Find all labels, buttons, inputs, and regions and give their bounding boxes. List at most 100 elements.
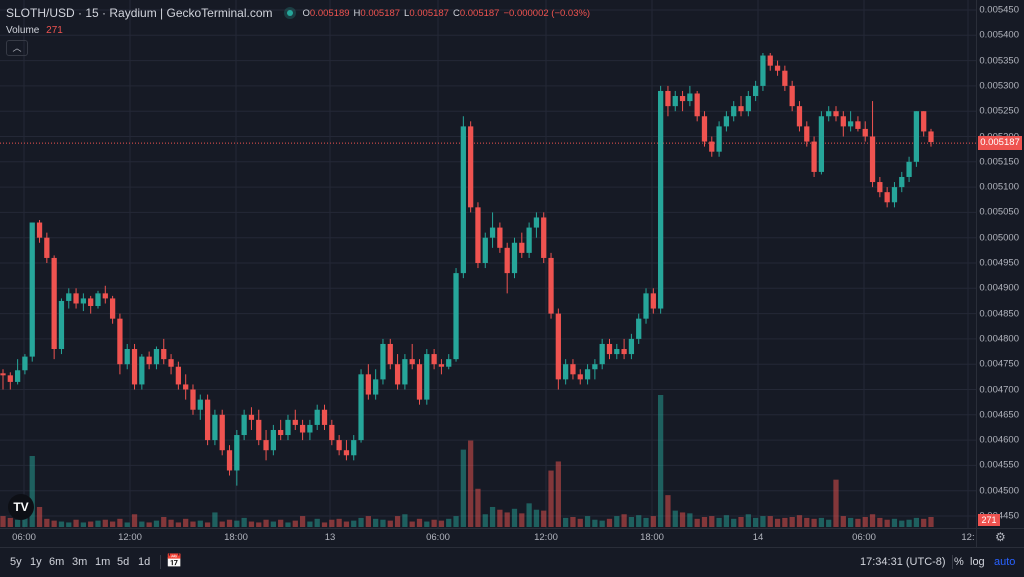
symbol-line: SLOTH/USD · 15 · Raydium | GeckoTerminal… — [6, 6, 594, 20]
candle-body — [7, 375, 13, 382]
range-5d-button[interactable]: 5d — [117, 556, 130, 568]
candle-body — [321, 409, 328, 425]
price-tick: 0.004800 — [979, 333, 1019, 345]
price-tick: 0.005050 — [979, 206, 1019, 218]
volume-bar — [153, 520, 160, 527]
volume-bar — [7, 517, 13, 527]
volume-bar — [497, 509, 503, 527]
time-tick: 06:00 — [426, 532, 450, 543]
volume-bar — [563, 517, 569, 527]
low-value: 0.005187 — [409, 7, 449, 19]
candle-body — [263, 440, 269, 451]
candle-body — [796, 106, 803, 127]
candle-body — [592, 364, 598, 370]
volume-bar — [774, 518, 781, 527]
collapse-legend-button[interactable]: ︿ — [6, 40, 28, 56]
change-value: −0.000002 (−0.03%) — [503, 7, 591, 19]
volume-bar — [650, 516, 656, 527]
price-tick: 0.004700 — [979, 384, 1019, 395]
time-axis[interactable]: 06:00 12:00 18:00 13 06:00 12:00 18:00 14 06:00 1… — [0, 528, 976, 547]
volume-bar — [672, 510, 678, 527]
volume-bar — [351, 520, 357, 527]
high-value: 0.005187 — [360, 7, 401, 19]
candle-body — [658, 90, 664, 309]
candle-body — [219, 414, 225, 451]
candle-body — [373, 379, 379, 395]
candle-body — [88, 298, 94, 307]
price-tick: 0.004750 — [979, 358, 1019, 370]
volume-bar — [468, 440, 474, 527]
candle-body — [650, 293, 656, 309]
volume-bar — [438, 520, 445, 527]
candle-body — [782, 70, 788, 86]
time-tick: 12: — [961, 532, 975, 543]
volume-bar — [66, 522, 72, 527]
candle-body — [241, 414, 247, 436]
symbol-title[interactable]: SLOTH/USD · 15 · Raydium | GeckoTerminal… — [6, 6, 273, 20]
volume-bar — [906, 519, 912, 527]
candle-body — [402, 359, 408, 385]
range-1y-button[interactable]: 1y — [30, 556, 42, 568]
volume-bar — [175, 522, 182, 527]
time-tick: 14 — [752, 532, 764, 543]
price-tick: 0.004650 — [979, 409, 1019, 421]
volume-bar — [840, 516, 846, 527]
candle-body — [212, 414, 218, 441]
volume-bar — [789, 516, 795, 527]
volume-bar — [416, 518, 423, 527]
price-tick: 0.004850 — [979, 308, 1019, 320]
candle-body — [489, 227, 496, 238]
candle-body — [833, 111, 839, 117]
volume-bar — [716, 517, 722, 527]
chevron-up-icon: ︿ — [12, 43, 22, 53]
time-tick: 18:00 — [640, 532, 664, 543]
clock[interactable]: 17:34:31 (UTC-8) — [860, 556, 946, 568]
volume-label[interactable]: Volume — [6, 25, 40, 36]
volume-bar — [446, 518, 452, 527]
range-3m-button[interactable]: 3m — [72, 556, 88, 568]
price-scale[interactable]: 0.005450 0.005400 0.005350 0.005300 0.005250… — [976, 0, 1024, 528]
toolbar-divider — [160, 555, 161, 569]
range-5y-button[interactable]: 5y — [10, 556, 22, 568]
candlestick-chart[interactable] — [0, 0, 976, 528]
range-1m-button[interactable]: 1m — [95, 556, 111, 568]
percent-toggle[interactable]: % — [954, 556, 964, 568]
time-tick: 12:00 — [534, 532, 558, 543]
volume-bar — [380, 519, 386, 527]
candle-body — [0, 373, 6, 376]
volume-bar — [321, 522, 328, 527]
volume-bar — [489, 506, 496, 527]
volume-bar — [365, 516, 371, 527]
candle-body — [387, 343, 393, 365]
tradingview-logo[interactable]: TV — [8, 494, 34, 520]
volume-bar — [453, 516, 459, 527]
chart-area[interactable] — [0, 0, 976, 528]
range-6m-button[interactable]: 6m — [49, 556, 65, 568]
volume-bar — [899, 520, 905, 527]
candle-body — [14, 370, 21, 382]
candle-body — [752, 85, 759, 97]
candle-body — [541, 217, 547, 258]
auto-toggle[interactable]: auto — [994, 556, 1016, 568]
candle-body — [723, 116, 730, 127]
candle-body — [58, 300, 65, 350]
candle-body — [701, 116, 708, 142]
candle-body — [278, 429, 284, 436]
chart-settings-button[interactable]: ⚙ — [976, 528, 1024, 547]
candle-body — [109, 298, 116, 319]
candle-body — [745, 96, 751, 112]
volume-bar — [504, 512, 510, 527]
price-tick: 0.005300 — [979, 80, 1019, 92]
volume-bar — [877, 517, 883, 527]
volume-bar — [36, 506, 43, 527]
volume-bar — [95, 520, 101, 527]
candle-body — [548, 257, 554, 314]
volume-bar — [533, 509, 540, 527]
volume-bar — [307, 521, 313, 527]
volume-bar — [336, 518, 342, 527]
range-1d-button[interactable]: 1d — [138, 556, 151, 568]
log-toggle[interactable]: log — [970, 556, 985, 568]
volume-bar — [884, 519, 890, 527]
calendar-icon[interactable]: 📅 — [166, 553, 183, 568]
candle-body — [570, 364, 576, 375]
